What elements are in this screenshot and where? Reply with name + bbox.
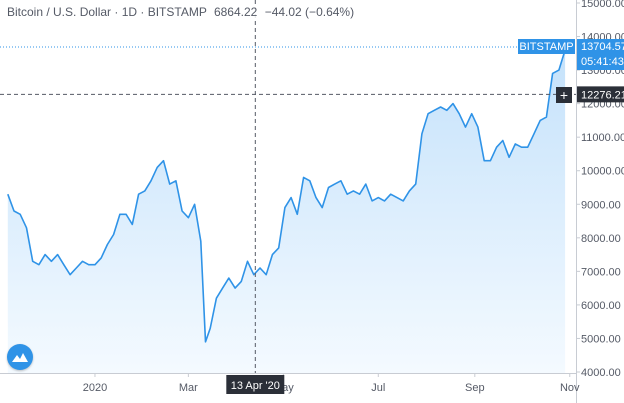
crosshair-date-badge: [226, 375, 285, 394]
symbol-title: Bitcoin / U.S. Dollar · 1D · BITSTAMP: [7, 5, 207, 19]
crosshair-price-label: 12276.21: [581, 89, 624, 101]
chart-header: Bitcoin / U.S. Dollar · 1D · BITSTAMP 68…: [7, 5, 357, 19]
x-tick-label: Nov: [560, 382, 580, 394]
countdown-label: 05:41:43: [581, 56, 624, 68]
exchange-badge-label: BITSTAMP: [519, 41, 573, 53]
change-value: −44.02 (−0.64%): [264, 5, 355, 19]
last-price-label: 13704.57: [581, 41, 624, 53]
y-tick-label: 15000.00: [581, 0, 624, 10]
crosshair-price-badge: [577, 86, 624, 103]
y-tick-label: 9000.00: [581, 199, 621, 211]
y-tick-label: 7000.00: [581, 266, 621, 278]
x-tick-label: Jul: [371, 382, 385, 394]
y-tick-label: 10000.00: [581, 166, 624, 178]
price-line: [7, 49, 566, 343]
x-tick-label: Sep: [465, 382, 485, 394]
exchange-badge: [518, 39, 575, 54]
price-area: [7, 50, 566, 373]
last-price-badge: [577, 39, 624, 70]
tradingview-logo-icon[interactable]: [7, 344, 33, 370]
plus-icon[interactable]: +: [556, 87, 572, 103]
crosshair-date-label: 13 Apr '20: [231, 380, 280, 392]
last-value: 6864.22: [213, 5, 258, 19]
y-tick-label: 11000.00: [581, 132, 624, 144]
y-tick-label: 6000.00: [581, 300, 621, 312]
y-tick-label: 8000.00: [581, 233, 621, 245]
time-axis-panel: [0, 373, 576, 403]
x-tick-label: 2020: [83, 382, 107, 394]
x-tick-label: Mar: [179, 382, 198, 394]
y-tick-label: 5000.00: [581, 333, 621, 345]
y-tick-label: 4000.00: [581, 367, 621, 379]
